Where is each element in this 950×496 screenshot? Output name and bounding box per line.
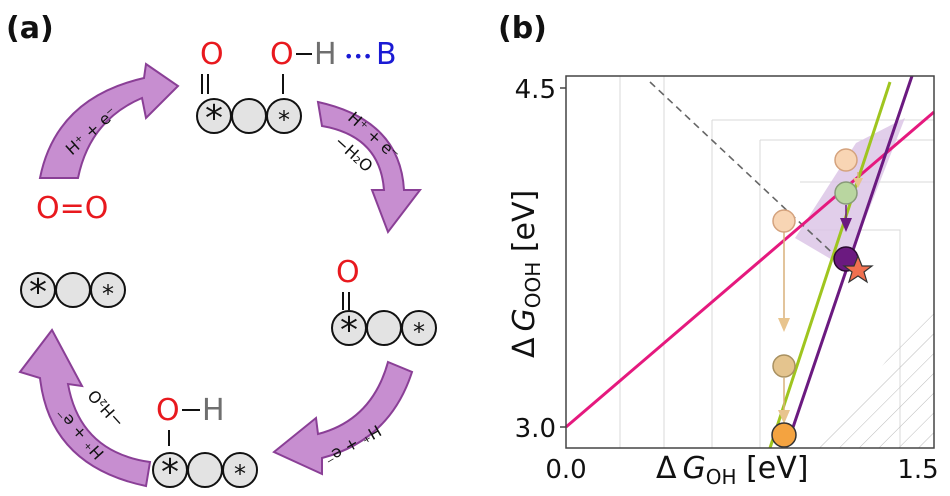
catalyst-sites: * * (196, 98, 302, 139)
pink-line (565, 110, 935, 429)
panel-a: (a) H⁺ + e⁻ H⁺ + e⁻ −H₂O H⁺ + e⁻ H⁺ + e⁻… (6, 11, 437, 493)
green-line (768, 81, 892, 449)
dioxygen-molecule: O=O (36, 191, 108, 226)
arrow-bottom-right: H⁺ + e⁻ (272, 360, 414, 476)
x-axis-delta: Δ (656, 451, 677, 486)
y-axis-sub: OOH (521, 262, 545, 309)
y-tick-label: 4.5 (515, 75, 556, 105)
faded-orange-point (772, 209, 796, 233)
oxygen-atom: O (270, 37, 294, 72)
active-site-star: * (161, 452, 179, 493)
y-axis-g: G (507, 308, 542, 331)
x-axis-g: G (683, 451, 706, 486)
arrow-shape (38, 62, 180, 179)
intermediate-bare: * * (20, 272, 126, 313)
x-tick-label: 1.5 (897, 455, 938, 485)
orange-point (771, 422, 797, 448)
arrow-label: −H₂O (84, 386, 128, 432)
arrow-top-right: H⁺ + e⁻ −H₂O (316, 100, 423, 235)
arrow-head (778, 410, 790, 424)
y-axis-delta: Δ (507, 337, 542, 358)
arrow-bottom-left: H⁺ + e⁻ −H₂O (18, 328, 152, 488)
data-points (771, 148, 874, 448)
optimum-star (842, 254, 874, 284)
y-tick-label: 3.0 (515, 414, 556, 444)
faded-green-point (834, 181, 858, 205)
site-sphere (231, 98, 267, 134)
oxygen-atom: O (156, 393, 180, 428)
intermediate-o: O * * (331, 255, 437, 351)
hydrogen-bond-dots: ••• (344, 47, 372, 66)
oxygen-atom: O (336, 255, 360, 290)
intermediate-oh: O H * * (152, 393, 258, 493)
oxygen-atom: O (200, 37, 224, 72)
base-label: B (376, 37, 397, 72)
intermediate-ooh: O O H ••• B * * (196, 37, 397, 139)
site-sphere (222, 452, 258, 488)
y-axis-unit: [eV] (507, 190, 542, 262)
arrow-head (853, 178, 863, 188)
x-axis-title: Δ GOH [eV] (656, 451, 809, 489)
active-site-star: * (340, 310, 358, 351)
site-sphere (366, 310, 402, 346)
hydrogen-atom: H (314, 37, 337, 72)
active-site-star: * (102, 280, 114, 308)
shift-arrows (778, 172, 863, 424)
arrow-top-left: H⁺ + e⁻ (38, 62, 180, 179)
arrow-shape (272, 360, 414, 476)
plot-frame (565, 75, 935, 449)
faded-orange-point (834, 148, 858, 172)
panel-a-label: (a) (6, 11, 54, 46)
hatched-region (818, 300, 934, 448)
arrow-shape (316, 100, 423, 235)
site-sphere (187, 452, 223, 488)
faded-orange-point (772, 354, 796, 378)
site-sphere (266, 98, 302, 134)
active-site-star: * (29, 272, 47, 313)
active-site-star: * (234, 460, 246, 488)
x-tick-label: 0.0 (545, 455, 586, 485)
site-sphere (55, 272, 91, 308)
x-axis-unit: [eV] (737, 451, 809, 486)
arrow-head (778, 318, 790, 332)
panel-b: (b) (498, 11, 939, 489)
dashed-line (649, 81, 843, 263)
arrow-head (840, 218, 852, 232)
active-site-star: * (278, 106, 290, 134)
active-site-star: * (205, 98, 223, 139)
site-sphere (90, 272, 126, 308)
active-site-star: * (413, 318, 425, 346)
site-sphere (401, 310, 437, 346)
arrow-shape (18, 328, 152, 488)
hydrogen-atom: H (202, 393, 225, 428)
x-axis-sub: OH (706, 465, 737, 489)
y-axis-title: ΔGOOH [eV] (507, 190, 545, 358)
panel-b-label: (b) (498, 11, 547, 46)
